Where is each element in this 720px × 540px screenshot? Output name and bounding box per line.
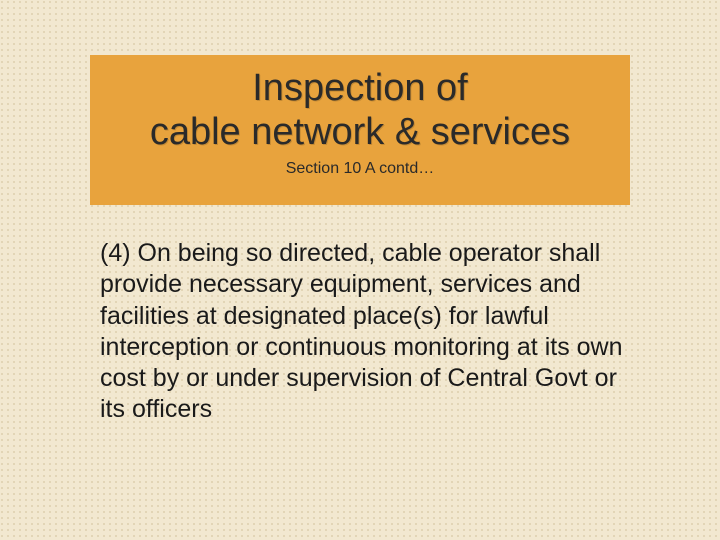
body-paragraph: (4) On being so directed, cable operator… [100, 238, 640, 426]
slide: Inspection of cable network & services S… [0, 0, 720, 540]
title-line-1: Inspection of [252, 67, 467, 111]
title-box: Inspection of cable network & services S… [90, 55, 630, 205]
title-subtitle: Section 10 A contd… [286, 160, 435, 178]
title-line-2: cable network & services [150, 111, 570, 155]
